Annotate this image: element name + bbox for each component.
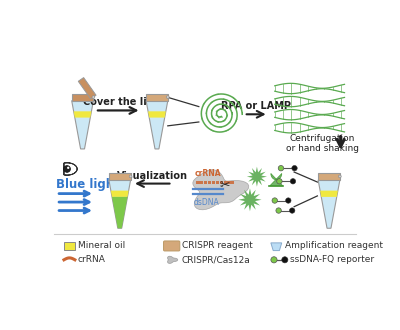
Circle shape [277,179,282,184]
Text: dsDNA: dsDNA [193,198,219,207]
Polygon shape [146,101,168,149]
Polygon shape [212,181,215,183]
Polygon shape [146,93,168,101]
Polygon shape [109,180,131,228]
Bar [64,242,75,250]
Polygon shape [216,181,219,183]
Text: ssDNA-FQ reporter: ssDNA-FQ reporter [290,255,374,264]
Polygon shape [224,181,227,183]
Polygon shape [168,256,178,263]
Circle shape [92,96,95,98]
Polygon shape [196,181,200,183]
Polygon shape [247,167,267,187]
Circle shape [64,166,70,172]
Polygon shape [231,181,234,183]
Polygon shape [220,181,223,183]
Polygon shape [112,197,128,228]
Polygon shape [320,191,338,197]
Text: Blue light: Blue light [56,178,120,191]
Polygon shape [64,163,77,175]
Circle shape [271,257,277,263]
Polygon shape [148,111,166,117]
Circle shape [278,166,284,171]
Polygon shape [200,181,204,183]
Text: Centrifugation
or hand shaking: Centrifugation or hand shaking [286,134,358,153]
Circle shape [292,166,297,171]
Polygon shape [228,181,230,183]
Polygon shape [318,173,340,180]
Circle shape [276,208,281,213]
Text: Amplification reagent: Amplification reagent [285,242,383,250]
Polygon shape [204,181,207,183]
Polygon shape [109,173,131,180]
Polygon shape [318,180,340,228]
Text: Mineral oil: Mineral oil [78,242,125,250]
Polygon shape [208,181,211,183]
Text: CRISPR reagent: CRISPR reagent [182,242,252,250]
Text: RPA or LAMP: RPA or LAMP [221,101,291,111]
Circle shape [67,167,69,169]
Text: ✂: ✂ [219,179,230,192]
Text: crRNA: crRNA [78,255,106,264]
Circle shape [286,198,291,203]
Text: crRNA: crRNA [195,169,222,178]
Polygon shape [238,188,262,211]
Circle shape [290,179,296,184]
FancyBboxPatch shape [164,241,180,251]
Polygon shape [270,174,283,186]
Circle shape [338,175,341,178]
Circle shape [166,96,169,98]
Circle shape [290,208,295,213]
Circle shape [282,257,288,263]
Polygon shape [193,170,249,210]
Text: Cover the lid: Cover the lid [83,97,154,107]
Text: CRISPR/Cas12a: CRISPR/Cas12a [182,255,250,264]
Text: Visualization: Visualization [117,171,188,181]
Polygon shape [72,101,94,149]
Polygon shape [78,78,96,99]
Polygon shape [271,243,282,250]
Circle shape [272,198,278,203]
Polygon shape [74,111,92,117]
Polygon shape [111,191,129,197]
Polygon shape [72,93,94,101]
Circle shape [129,175,132,178]
